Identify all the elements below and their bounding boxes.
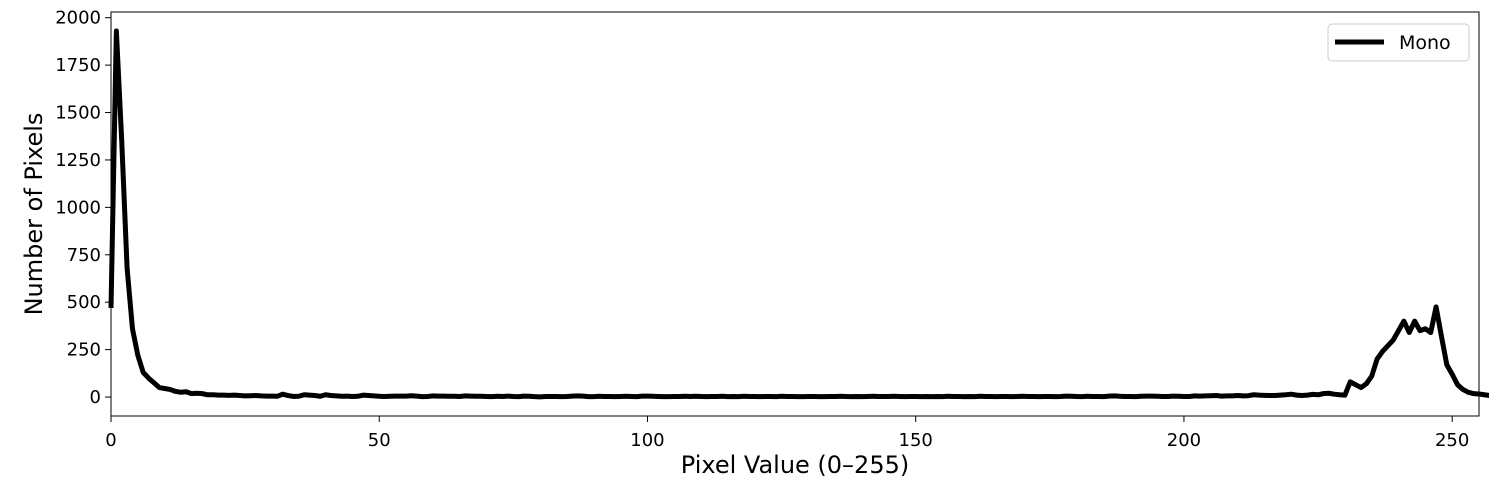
y-tick-label: 750: [67, 245, 101, 266]
x-tick-label: 200: [1167, 430, 1201, 451]
y-tick-label: 500: [67, 292, 101, 313]
y-tick-label: 250: [67, 340, 101, 361]
x-tick-label: 0: [105, 430, 116, 451]
y-tick-label: 0: [90, 387, 101, 408]
legend-box: [1327, 23, 1470, 62]
y-tick-label: 1000: [55, 197, 101, 218]
x-tick-label: 150: [899, 430, 933, 451]
x-tick-label: 100: [630, 430, 664, 451]
series-line-mono: [108, 28, 1489, 400]
y-tick-label: 2000: [55, 8, 101, 29]
legend-label-mono: Mono: [1399, 32, 1451, 54]
plot-area-frame: [110, 11, 1480, 417]
y-axis-ticks: 0 250 500 750 1000 1250 1500 1750 2000: [55, 8, 111, 408]
y-tick-label: 1250: [55, 150, 101, 171]
legend: Mono: [1327, 23, 1470, 62]
y-tick-label: 1750: [55, 55, 101, 76]
x-tick-label: 50: [368, 430, 391, 451]
x-axis-ticks: 0 50 100 150 200 250: [105, 416, 1469, 451]
y-tick-label: 1500: [55, 103, 101, 124]
x-axis-title: Pixel Value (0–255): [681, 451, 909, 479]
y-axis-title: Number of Pixels: [20, 113, 48, 316]
x-tick-label: 250: [1435, 430, 1469, 451]
